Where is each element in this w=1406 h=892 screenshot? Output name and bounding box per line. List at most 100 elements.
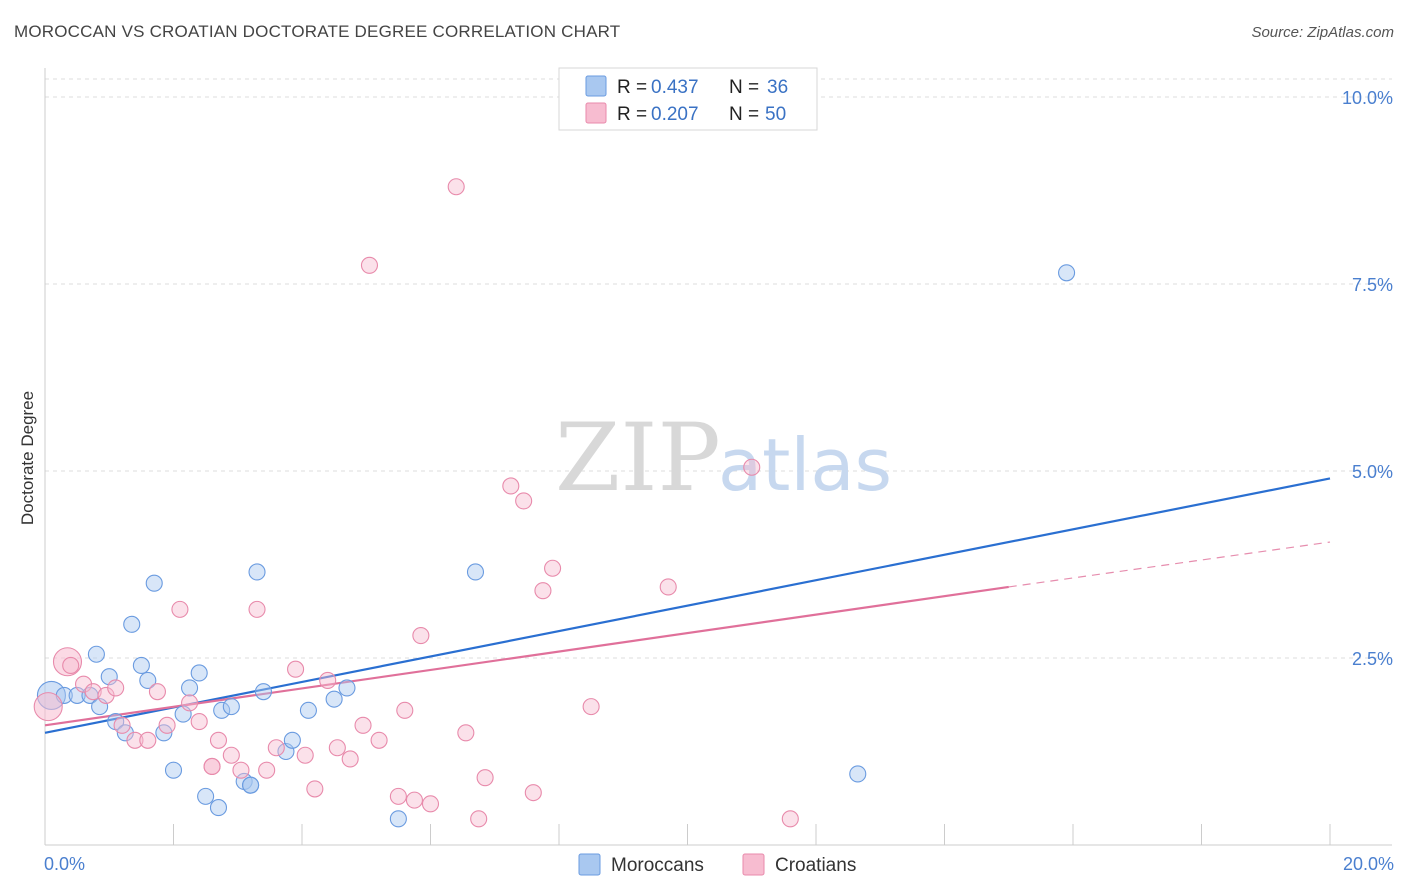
moroccan-point [145, 574, 163, 592]
croatian-point [396, 701, 414, 719]
grid-layer [45, 78, 1392, 659]
croatian-point [781, 810, 799, 828]
source-label: Source: ZipAtlas.com [1251, 24, 1394, 41]
moroccan-point [248, 563, 266, 581]
croatian-point [84, 683, 102, 701]
moroccan-point [190, 664, 208, 682]
moroccan-point [123, 615, 141, 633]
croatian-point [267, 739, 285, 757]
croatian-point [524, 784, 542, 802]
watermark-atlas: atlas [718, 423, 892, 507]
moroccan-point [1058, 264, 1076, 282]
bottom-legend-swatch-moroccans [578, 853, 601, 876]
croatian-point [447, 178, 465, 196]
croatian-point [222, 746, 240, 764]
croatian-point [171, 600, 189, 618]
croatian-point [544, 559, 562, 577]
moroccan-point [209, 799, 228, 817]
moroccan-point [181, 679, 199, 697]
croatian-point [534, 582, 552, 600]
moroccan-point [139, 671, 157, 689]
croatian-point [209, 731, 228, 749]
moroccan-point [325, 690, 343, 708]
croatian-point [287, 660, 305, 678]
legend-swatch-moroccans [585, 75, 607, 97]
moroccan-point [254, 683, 273, 701]
trend-layer [44, 477, 1331, 734]
bottom-legend-swatch-croatians [742, 853, 765, 876]
croatian-point [107, 679, 125, 697]
croatian-point [405, 791, 423, 809]
moroccan-point [466, 563, 485, 581]
legend-r-value: 0.207 [651, 104, 699, 125]
croatian-point [389, 787, 407, 805]
y-tick-label: 2.5% [1352, 649, 1393, 669]
croatian-trendline [44, 585, 1009, 727]
croatian-point [743, 458, 761, 476]
watermark-zip: ZIP [555, 404, 721, 513]
croatian-point [360, 256, 379, 274]
croatian-point [306, 780, 324, 798]
croatian-point [370, 731, 388, 749]
croatian-point [126, 731, 144, 749]
legend-n-value: 50 [765, 104, 786, 125]
croatian-point [258, 761, 276, 779]
croatian-point [248, 600, 266, 618]
croatian-point [328, 739, 346, 757]
croatian-point [470, 810, 488, 828]
legend-r-value: 0.437 [651, 77, 699, 98]
croatian-point [113, 716, 131, 734]
moroccan-point [283, 731, 301, 749]
legend-n-label: N = [729, 104, 759, 125]
moroccan-point [222, 698, 240, 716]
moroccan-point [132, 656, 150, 675]
moroccan-point [389, 810, 407, 828]
y-axis-label: Doctorate Degree [18, 391, 37, 525]
croatian-point [190, 713, 208, 731]
croatian-point [341, 750, 359, 768]
x-tick-label: 20.0% [1343, 854, 1394, 874]
moroccan-point [87, 645, 105, 663]
top-legend: R = 0.437 N = 36 R = 0.207 N = 50 [558, 67, 818, 131]
bottom-legend: Moroccans Croatians [578, 853, 856, 876]
croatian-trendline-extension [1008, 541, 1331, 588]
moroccan-point [164, 761, 183, 779]
moroccan-point [197, 787, 215, 805]
croatian-point [158, 716, 176, 734]
croatian-point [659, 578, 677, 596]
moroccan-point [242, 776, 260, 794]
points-layer [33, 178, 1076, 828]
croatian-point [33, 692, 63, 722]
croatian-point [181, 694, 199, 712]
croatian-point [412, 627, 430, 645]
y-tick-label: 5.0% [1352, 462, 1393, 482]
moroccan-point [299, 701, 317, 719]
y-tick-label: 7.5% [1352, 275, 1393, 295]
chart-title: MOROCCAN VS CROATIAN DOCTORATE DEGREE CO… [14, 22, 621, 41]
y-tick-label: 10.0% [1342, 88, 1393, 108]
moroccan-point [338, 679, 356, 697]
croatian-point [354, 716, 372, 734]
croatian-point [296, 746, 314, 764]
moroccan-point [213, 701, 231, 719]
bottom-legend-croatians: Croatians [775, 855, 856, 876]
croatian-point [62, 656, 80, 675]
croatian-point [139, 731, 157, 749]
legend-n-value: 36 [767, 77, 788, 98]
watermark: ZIP atlas [555, 404, 892, 513]
croatian-point [515, 492, 533, 510]
bottom-legend-moroccans: Moroccans [611, 855, 704, 876]
x-tick-label: 0.0% [44, 854, 85, 874]
croatian-point [582, 698, 600, 716]
croatian-point [203, 757, 221, 776]
croatian-point [319, 671, 337, 689]
labels-layer: 2.5% 5.0% 7.5% 10.0% 0.0% 20.0% [44, 88, 1394, 874]
croatian-point [457, 724, 475, 742]
moroccan-trendline [44, 477, 1331, 734]
legend-r-label: R = [617, 77, 647, 98]
legend-swatch-croatians [585, 102, 607, 124]
legend-n-label: N = [729, 77, 759, 98]
croatian-point [502, 477, 520, 495]
moroccan-point [849, 765, 867, 783]
